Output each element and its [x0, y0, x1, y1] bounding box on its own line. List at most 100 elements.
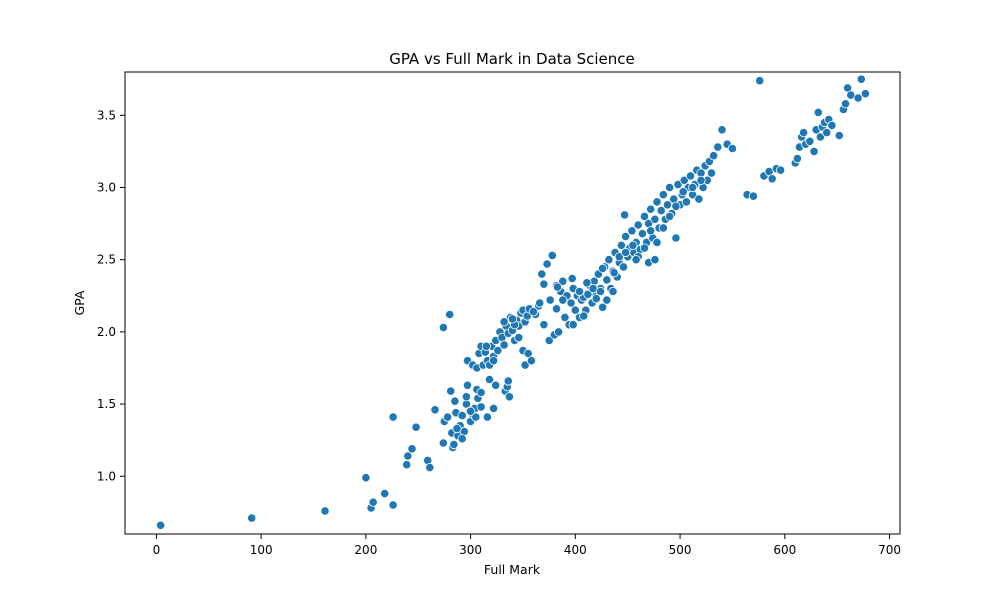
data-point: [650, 214, 660, 224]
data-point: [656, 206, 666, 216]
data-point: [627, 226, 637, 236]
data-point: [482, 412, 492, 422]
data-point: [775, 165, 786, 175]
data-point: [461, 392, 471, 402]
data-point: [809, 146, 819, 156]
data-point: [499, 317, 509, 327]
data-point: [646, 204, 656, 214]
plot-frame: [124, 71, 901, 535]
x-axis-label: Full Mark: [484, 562, 541, 577]
data-point: [380, 488, 390, 499]
data-point: [471, 412, 481, 422]
data-point: [526, 356, 537, 366]
data-point: [619, 210, 630, 220]
data-point: [476, 387, 486, 398]
data-point: [388, 500, 398, 510]
data-point: [813, 107, 823, 118]
data-point: [687, 182, 698, 193]
data-point: [462, 380, 473, 390]
data-point: [558, 276, 568, 286]
data-point: [438, 438, 448, 448]
data-point: [446, 386, 456, 396]
x-tick-label: 700: [878, 543, 901, 557]
data-point: [755, 76, 765, 86]
data-point: [696, 175, 706, 185]
x-tick-label: 100: [250, 543, 273, 557]
x-axis: 0 100 200 300 400 500 600 700: [153, 534, 901, 557]
x-tick-label: 0: [153, 543, 161, 557]
data-point: [637, 229, 648, 239]
data-point: [247, 513, 257, 523]
data-point: [547, 250, 557, 260]
data-point: [491, 380, 501, 390]
chart-title: GPA vs Full Mark in Data Science: [389, 50, 635, 68]
data-point: [840, 99, 851, 109]
data-point: [609, 268, 619, 278]
data-point: [706, 168, 717, 178]
data-point: [650, 255, 660, 265]
data-point: [450, 396, 460, 406]
data-point: [717, 125, 727, 135]
data-point: [727, 143, 738, 154]
data-point: [542, 259, 552, 269]
data-point: [503, 376, 513, 386]
data-point: [673, 180, 683, 190]
data-point: [481, 341, 491, 351]
data-point: [608, 286, 618, 297]
y-tick-label: 1.5: [97, 397, 116, 411]
data-point: [558, 295, 568, 305]
data-point: [815, 132, 826, 142]
data-point: [488, 356, 499, 366]
data-point: [438, 322, 448, 333]
data-point: [570, 305, 580, 315]
data-point: [658, 190, 668, 200]
data-point: [537, 269, 547, 279]
data-point: [402, 460, 412, 470]
data-point: [652, 237, 662, 247]
data-point: [856, 74, 866, 84]
data-point: [620, 232, 631, 242]
data-point: [597, 263, 608, 273]
data-point: [664, 211, 675, 221]
data-point: [708, 151, 719, 161]
data-point: [484, 374, 495, 385]
data-point: [694, 194, 704, 204]
data-point: [504, 392, 514, 402]
data-point: [658, 223, 668, 233]
x-tick-label: 400: [564, 543, 587, 557]
data-point: [539, 279, 549, 289]
data-point: [551, 304, 562, 314]
data-point: [582, 278, 592, 288]
data-point: [652, 197, 662, 207]
data-point: [574, 286, 585, 297]
data-point: [633, 220, 643, 230]
data-point: [535, 298, 545, 308]
y-tick-label: 3.0: [97, 181, 116, 195]
data-point: [591, 294, 601, 304]
data-point: [528, 307, 539, 317]
data-point: [488, 403, 499, 413]
data-point: [552, 282, 563, 292]
data-point: [805, 136, 815, 146]
data-point: [639, 243, 650, 253]
data-point: [425, 462, 435, 473]
data-point: [507, 314, 518, 324]
data-point: [320, 506, 330, 516]
data-point: [597, 302, 608, 312]
data-point: [685, 171, 696, 181]
data-point: [579, 311, 589, 321]
data-point: [664, 182, 675, 193]
data-point: [361, 473, 371, 483]
data-point: [544, 335, 554, 346]
data-point: [620, 247, 631, 258]
data-point: [678, 187, 688, 197]
data-point: [445, 309, 455, 320]
data-point: [767, 174, 777, 184]
data-point: [604, 255, 614, 265]
data-point: [403, 451, 413, 461]
data-point: [748, 191, 759, 201]
data-point: [553, 327, 564, 337]
data-point: [614, 252, 624, 262]
data-point: [560, 312, 570, 322]
data-point: [618, 262, 629, 272]
